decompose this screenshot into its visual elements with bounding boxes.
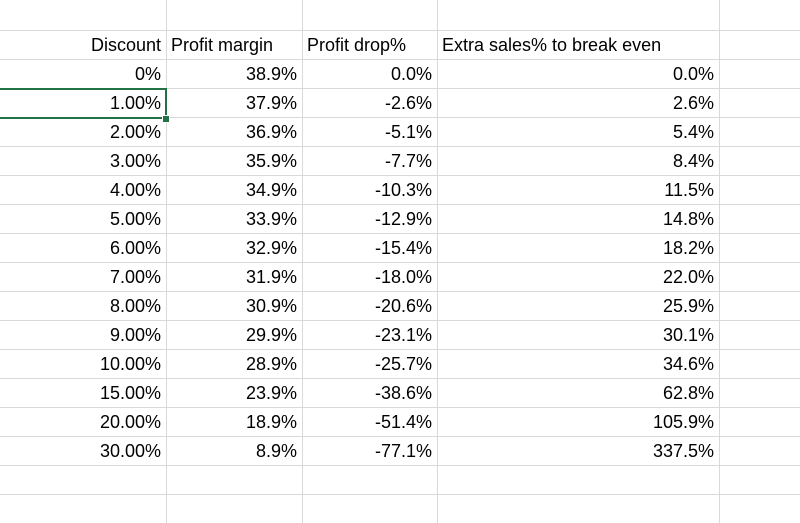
grid-row <box>0 205 800 234</box>
cell-profit-drop[interactable]: 0.0% <box>390 64 432 84</box>
cell-profit-margin[interactable]: 32.9% <box>245 238 297 258</box>
column-divider <box>166 0 167 523</box>
grid-row <box>0 263 800 292</box>
column-divider <box>719 0 720 523</box>
cell-profit-drop[interactable]: -15.4% <box>374 238 432 258</box>
cell-profit-drop[interactable]: -51.4% <box>374 412 432 432</box>
cell-discount[interactable]: 2.00% <box>109 122 161 142</box>
cell-extra-sales[interactable]: 22.0% <box>662 267 714 287</box>
cell-discount[interactable]: 6.00% <box>109 238 161 258</box>
grid-row <box>0 437 800 466</box>
cell-discount[interactable]: 0% <box>134 64 161 84</box>
cell-extra-sales[interactable]: 18.2% <box>662 238 714 258</box>
cell-extra-sales[interactable]: 11.5% <box>664 180 714 200</box>
cell-profit-margin[interactable]: 36.9% <box>245 122 297 142</box>
cell-profit-margin[interactable]: 29.9% <box>245 325 297 345</box>
cell-profit-drop[interactable]: -20.6% <box>374 296 432 316</box>
cell-profit-drop[interactable]: -7.7% <box>384 151 432 171</box>
cell-profit-margin[interactable]: 28.9% <box>245 354 297 374</box>
cell-profit-margin[interactable]: 8.9% <box>255 441 297 461</box>
header-profit-margin[interactable]: Profit margin <box>171 35 274 55</box>
grid-row <box>0 350 800 379</box>
grid-row <box>0 89 800 118</box>
cell-profit-margin[interactable]: 31.9% <box>245 267 297 287</box>
header-extra-sales[interactable]: Extra sales% to break even <box>442 35 662 55</box>
grid-row <box>0 31 800 60</box>
grid-row <box>0 234 800 263</box>
cell-profit-drop[interactable]: -25.7% <box>374 354 432 374</box>
cell-extra-sales[interactable]: 0.0% <box>672 64 714 84</box>
grid-row <box>0 147 800 176</box>
cell-discount[interactable]: 4.00% <box>109 180 161 200</box>
cell-profit-margin[interactable]: 34.9% <box>245 180 297 200</box>
grid-row <box>0 60 800 89</box>
grid-row <box>0 292 800 321</box>
cell-discount[interactable]: 15.00% <box>99 383 161 403</box>
column-divider <box>302 0 303 523</box>
header-discount[interactable]: Discount <box>90 35 161 55</box>
grid-row <box>0 321 800 350</box>
cell-discount[interactable]: 5.00% <box>109 209 161 229</box>
cell-profit-drop[interactable]: -38.6% <box>374 383 432 403</box>
cell-profit-drop[interactable]: -23.1% <box>374 325 432 345</box>
cell-discount[interactable]: 20.00% <box>99 412 161 432</box>
cell-discount[interactable]: 10.00% <box>99 354 161 374</box>
cell-profit-drop[interactable]: -18.0% <box>374 267 432 287</box>
cell-profit-margin[interactable]: 18.9% <box>245 412 297 432</box>
cell-extra-sales[interactable]: 25.9% <box>662 296 714 316</box>
grid-row <box>0 2 800 31</box>
cell-discount[interactable]: 1.00% <box>109 93 161 113</box>
cell-profit-drop[interactable]: -5.1% <box>384 122 432 142</box>
grid-row <box>0 495 800 523</box>
fill-handle[interactable] <box>162 115 170 123</box>
cell-profit-margin[interactable]: 38.9% <box>245 64 297 84</box>
cell-profit-drop[interactable]: -2.6% <box>384 93 432 113</box>
grid-row <box>0 176 800 205</box>
cell-extra-sales[interactable]: 30.1% <box>662 325 714 345</box>
grid-row <box>0 118 800 147</box>
cell-extra-sales[interactable]: 5.4% <box>672 122 714 142</box>
cell-extra-sales[interactable]: 2.6% <box>672 93 714 113</box>
header-profit-drop[interactable]: Profit drop% <box>307 35 407 55</box>
cell-profit-drop[interactable]: -12.9% <box>374 209 432 229</box>
cell-extra-sales[interactable]: 14.8% <box>662 209 714 229</box>
cell-extra-sales[interactable]: 8.4% <box>672 151 714 171</box>
grid-row <box>0 408 800 437</box>
cell-profit-drop[interactable]: -77.1% <box>374 441 432 461</box>
cell-extra-sales[interactable]: 62.8% <box>662 383 714 403</box>
column-divider <box>437 0 438 523</box>
cell-profit-margin[interactable]: 35.9% <box>245 151 297 171</box>
cell-profit-margin[interactable]: 33.9% <box>245 209 297 229</box>
cell-extra-sales[interactable]: 34.6% <box>662 354 714 374</box>
cell-discount[interactable]: 9.00% <box>109 325 161 345</box>
cell-discount[interactable]: 8.00% <box>109 296 161 316</box>
cell-extra-sales[interactable]: 337.5% <box>652 441 714 461</box>
cell-discount[interactable]: 7.00% <box>109 267 161 287</box>
cell-profit-margin[interactable]: 23.9% <box>245 383 297 403</box>
cell-profit-margin[interactable]: 37.9% <box>245 93 297 113</box>
cell-discount[interactable]: 30.00% <box>99 441 161 461</box>
cell-profit-margin[interactable]: 30.9% <box>245 296 297 316</box>
cell-extra-sales[interactable]: 105.9% <box>652 412 714 432</box>
grid-row <box>0 466 800 495</box>
grid-row <box>0 379 800 408</box>
cell-discount[interactable]: 3.00% <box>109 151 161 171</box>
cell-profit-drop[interactable]: -10.3% <box>374 180 432 200</box>
